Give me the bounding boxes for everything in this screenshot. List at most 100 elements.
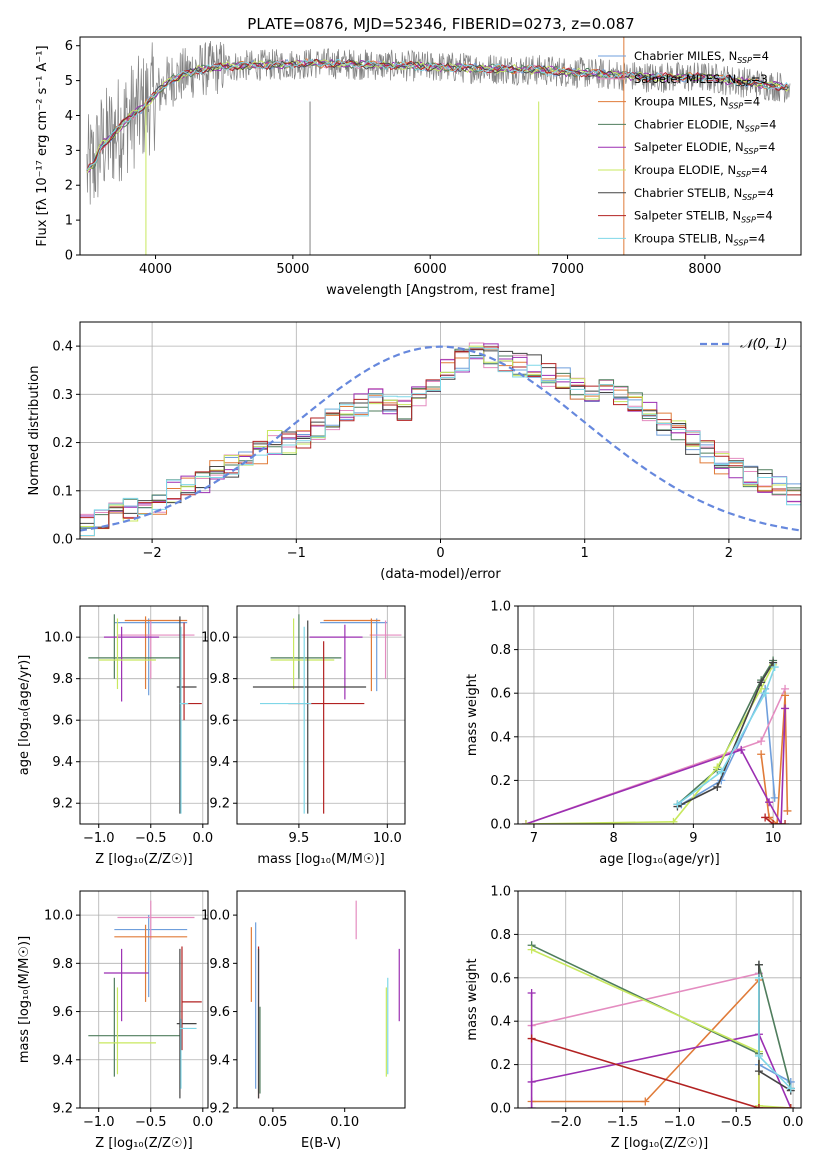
errorbar-point [252,620,367,814]
weight-marker [761,813,770,822]
plot-area [250,900,400,1099]
y-tick-label: 9.4 [52,1053,73,1068]
x-tick-label: 7 [530,831,538,846]
weight-marker [781,691,790,700]
y-tick-label: 9.2 [209,1102,230,1117]
x-tick-label: 10 [765,831,782,846]
errorbar-point [176,948,197,1099]
weight-marker [769,658,778,667]
y-tick-label: 9.4 [209,1053,230,1068]
y-tick-label: 9.4 [209,755,230,770]
y-tick-label: 9.8 [209,672,230,687]
axes-border [517,605,802,825]
x-axis-label: (data-model)/error [380,567,501,582]
plot-area [80,342,801,539]
weight-marker [641,1097,650,1106]
x-tick-label: 1 [581,546,589,561]
axes-frame: −1.0 −0.5 0.0 9.2 9.4 9.6 9.8 10.0 Z [log₁₀(Z/Z☉… [17,890,213,1151]
y-tick-label: 1.0 [490,600,511,615]
y-tick-label: 0.3 [52,388,73,403]
weight-marker [754,1104,763,1108]
y-tick-label: 6 [65,39,73,54]
figure-title: PLATE=0876, MJD=52346, FIBERID=0273, z=0… [247,15,634,33]
y-tick-label: 1 [65,214,73,229]
x-tick-label: 7000 [551,262,584,277]
y-tick-label: 0.2 [52,436,73,451]
x-tick-label: −1 [287,546,306,561]
y-axis-label: mass weight [465,674,480,756]
y-tick-label: 0 [65,249,73,264]
weight-marker [777,820,786,824]
y-tick-label: 0.4 [490,730,511,745]
weight-marker [786,1084,795,1093]
plot-area [86,37,791,255]
x-tick-label: 0 [436,546,444,561]
x-tick-label: 8000 [688,262,721,277]
axes-frame: −2 −1 0 1 2 0.0 0.1 0.2 0.3 0.4 (data-model)/error… [27,321,802,582]
y-axis-label: age [log₁₀(age/yr)] [17,655,32,776]
weight-line [764,816,786,824]
weight-marker [713,782,722,791]
errorbar-point [117,620,195,679]
panel-4: 7 8 9 10 0.0 0.2 0.4 0.6 0.8 1.0 age [log₁₀(age/yr… [465,600,802,867]
y-tick-label: 9.2 [52,1102,73,1117]
y-axis-label: Flux [fλ 10⁻¹⁷ erg cm⁻² s⁻¹ A⁻¹] [35,45,50,246]
y-tick-label: 9.2 [209,797,230,812]
weight-line [676,660,774,806]
x-axis-label: Z [log₁₀(Z/Z☉)] [611,1136,708,1151]
y-tick-label: 10.0 [44,631,73,646]
weight-marker [527,1077,536,1086]
y-tick-label: 5 [65,74,73,89]
x-tick-label: −1.0 [83,1115,115,1130]
weight-marker [757,737,766,746]
x-axis-label: mass [log₁₀(M/M☉)] [257,852,384,867]
errorbar-point [103,626,160,702]
normal-legend-label: 𝒩(0, 1) [740,337,787,352]
axes-border [79,605,209,825]
plot-area [252,614,402,814]
weight-marker [669,817,678,824]
x-tick-label: 0.10 [330,1115,359,1130]
y-tick-label: 10.0 [201,909,230,924]
y-tick-label: 9.4 [52,755,73,770]
plot-area [521,656,792,824]
plots-layer: 4000 5000 6000 7000 8000 0 1 2 3 4 5 6 wavelength [A… [17,36,803,1152]
y-tick-label: 9.6 [52,714,73,729]
observed-spectrum [86,40,791,205]
model-spectrum [86,58,790,171]
x-tick-label: −2 [143,546,162,561]
x-tick-label: 5000 [276,262,309,277]
axes-border [236,890,406,1109]
y-tick-label: 2 [65,179,73,194]
model-spectrum [86,59,790,174]
legend-label: Kroupa MILES, NSSP=4 [634,95,760,111]
legend-label: Salpeter STELIB, NSSP=4 [634,209,773,225]
x-tick-label: 0.05 [258,1115,287,1130]
weight-marker [757,750,766,759]
axes-border [79,36,802,256]
y-axis-label: Normed distribution [27,366,42,496]
y-tick-label: 0.6 [490,971,511,986]
axes-border [517,890,802,1109]
y-tick-label: 0.1 [52,484,73,499]
weight-marker [757,678,766,687]
y-tick-label: 0.4 [52,340,73,355]
weight-marker [765,798,774,807]
y-tick-label: 10.0 [201,631,230,646]
panel-7: −2.0 −1.5 −1.0 −0.5 0.0 0.0 0.2 0.4 0.6 0.8 1.0 Z [… [465,885,803,1152]
x-tick-label: 8 [610,831,618,846]
axes-frame: 0.05 0.10 9.2 9.4 9.6 9.8 10.0 E(B-V) [201,890,406,1151]
y-tick-label: 0.2 [490,1058,511,1073]
x-axis-label: Z [log₁₀(Z/Z☉)] [95,852,192,867]
x-tick-label: 9.5 [289,831,310,846]
panel-5: −1.0 −0.5 0.0 9.2 9.4 9.6 9.8 10.0 Z [log₁₀(Z/Z☉… [17,890,213,1151]
weight-marker [781,820,790,824]
x-tick-label: −1.0 [664,1115,696,1130]
y-tick-label: 0.6 [490,687,511,702]
plot-area [88,614,202,814]
model-spectrum [86,58,790,171]
weight-marker [770,663,779,672]
plot-area [88,900,202,1099]
axes-frame: 7 8 9 10 0.0 0.2 0.4 0.6 0.8 1.0 age [log₁₀(age/yr… [465,600,802,867]
